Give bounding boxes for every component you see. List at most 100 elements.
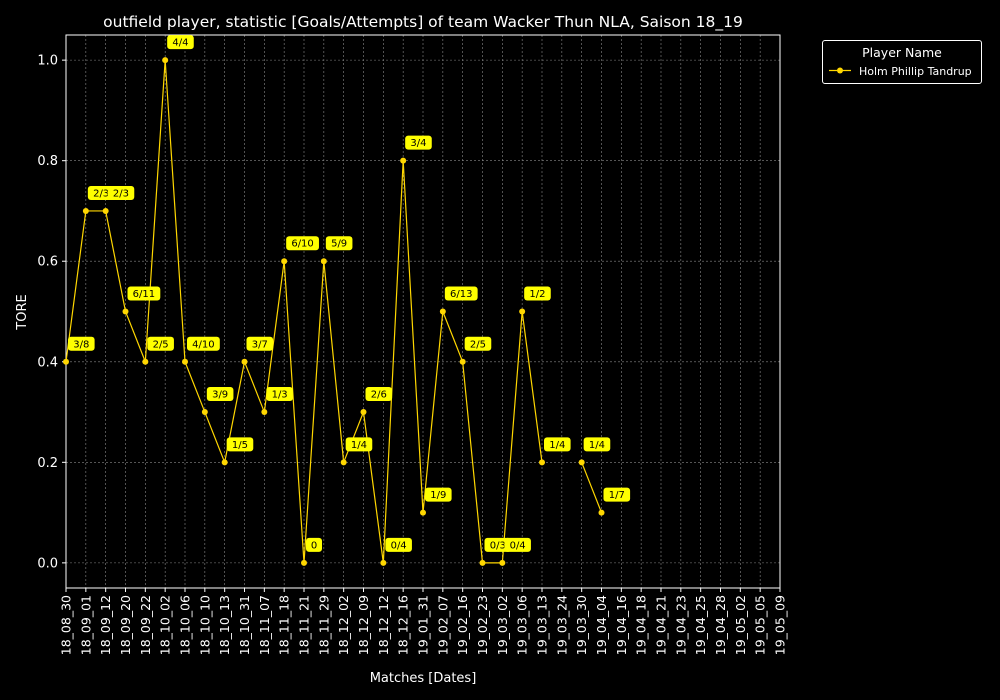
data-label-box (603, 487, 631, 502)
x-tick-label: 18_09_20 (118, 595, 133, 655)
data-label-text: 2/5 (153, 339, 169, 350)
data-point (221, 459, 228, 466)
data-label: 1/4 (544, 437, 571, 452)
data-label: 1/9 (425, 487, 452, 502)
data-point (578, 459, 585, 466)
legend-entry-label: Holm Phillip Tandrup (859, 65, 972, 78)
data-label: 1/7 (603, 487, 631, 502)
x-tick-label: 18_12_12 (376, 595, 391, 655)
data-label: 0/4 (504, 537, 531, 552)
data-label-box (266, 387, 293, 402)
data-point (519, 308, 526, 315)
data-label: 3/7 (246, 336, 274, 351)
data-point (201, 409, 208, 416)
data-label-text: 3/8 (73, 339, 89, 350)
y-tick-label: 0.8 (37, 154, 58, 169)
x-tick-label: 19_05_05 (753, 595, 768, 655)
data-point (479, 559, 486, 566)
data-point (459, 358, 466, 365)
y-tick-label: 0.4 (37, 355, 58, 370)
data-label-text: 1/5 (232, 440, 248, 451)
data-label: 0/4 (385, 537, 412, 552)
x-tick-label: 18_10_10 (197, 595, 212, 655)
x-tick-label: 18_10_31 (237, 595, 252, 655)
x-tick-label: 19_05_02 (733, 595, 748, 655)
data-label-text: 1/9 (430, 490, 446, 501)
x-tick-label: 19_04_18 (634, 595, 649, 655)
data-point (261, 409, 268, 416)
data-label: 1/2 (524, 286, 551, 301)
data-label-box (464, 336, 492, 351)
data-label-text: 0/4 (510, 540, 526, 551)
data-label-box (365, 387, 393, 402)
data-label-text: 6/10 (291, 239, 313, 250)
x-tick-label: 18_10_06 (178, 595, 193, 655)
data-label-text: 2/3 (93, 188, 109, 199)
data-label-box (206, 387, 234, 402)
data-point (182, 358, 188, 365)
data-label: 1/3 (266, 387, 293, 402)
data-label-text: 2/3 (113, 188, 129, 199)
data-label-text: 1/4 (589, 440, 605, 451)
data-label-text: 1/4 (549, 440, 565, 451)
data-label-box (425, 487, 452, 502)
data-label: 1/5 (226, 437, 254, 452)
x-tick-label: 18_12_02 (336, 595, 351, 655)
data-label-text: 3/4 (410, 138, 426, 149)
data-label-box (68, 336, 95, 351)
x-tick-label: 18_10_02 (158, 595, 173, 655)
x-tick-label: 18_11_07 (257, 595, 272, 655)
data-label-box (167, 35, 194, 50)
x-tick-label: 19_02_07 (435, 595, 450, 655)
x-tick-label: 18_12_09 (356, 595, 371, 655)
series-line (581, 462, 603, 513)
data-point (360, 409, 367, 416)
data-label-box (385, 537, 412, 552)
x-tick-label: 18_08_30 (59, 595, 74, 655)
data-point (380, 559, 387, 566)
data-label-box (405, 135, 432, 150)
data-point (102, 207, 109, 214)
x-tick-label: 19_01_31 (416, 595, 431, 655)
data-label-text: 2/5 (470, 339, 486, 350)
data-point (400, 157, 407, 164)
data-label-text: 4/10 (192, 339, 214, 350)
data-label-text: 6/13 (450, 289, 472, 300)
data-label: 4/10 (187, 336, 220, 351)
x-tick-label: 19_04_23 (673, 595, 688, 655)
x-tick-label: 19_03_30 (574, 595, 589, 655)
data-label: 1/4 (583, 437, 611, 452)
data-label: 3/8 (68, 336, 95, 351)
data-label: 6/13 (444, 286, 478, 301)
data-point (340, 459, 347, 466)
data-label-box (504, 537, 531, 552)
x-tick-label: 19_02_23 (475, 595, 490, 655)
data-point (420, 509, 426, 516)
data-label: 0 (306, 537, 322, 552)
data-label: 4/4 (167, 35, 194, 50)
y-tick-label: 1.0 (37, 54, 58, 69)
x-axis-label: Matches [Dates] (370, 671, 477, 686)
y-tick-label: 0.0 (37, 556, 58, 571)
x-tick-label: 18_11_29 (316, 595, 331, 655)
x-tick-label: 18_11_21 (297, 595, 312, 655)
y-tick-label: 0.6 (37, 255, 58, 270)
data-label-text: 3/7 (252, 339, 268, 350)
data-point (162, 57, 169, 64)
data-label-box (187, 336, 220, 351)
data-label-box (246, 336, 274, 351)
x-tick-label: 18_12_16 (396, 595, 411, 655)
data-label: 2/5 (147, 336, 174, 351)
x-tick-label: 18_10_13 (217, 595, 232, 655)
data-point (63, 358, 69, 365)
data-label: 5/9 (325, 236, 353, 251)
legend-marker-icon (829, 67, 851, 74)
data-label-box (127, 286, 161, 301)
data-label-text: 0 (311, 540, 317, 551)
data-label-text: 4/4 (172, 38, 188, 49)
y-tick-label: 0.2 (37, 456, 58, 471)
data-label-box (306, 537, 322, 552)
x-tick-label: 19_02_16 (455, 595, 470, 655)
data-label-box (147, 336, 174, 351)
